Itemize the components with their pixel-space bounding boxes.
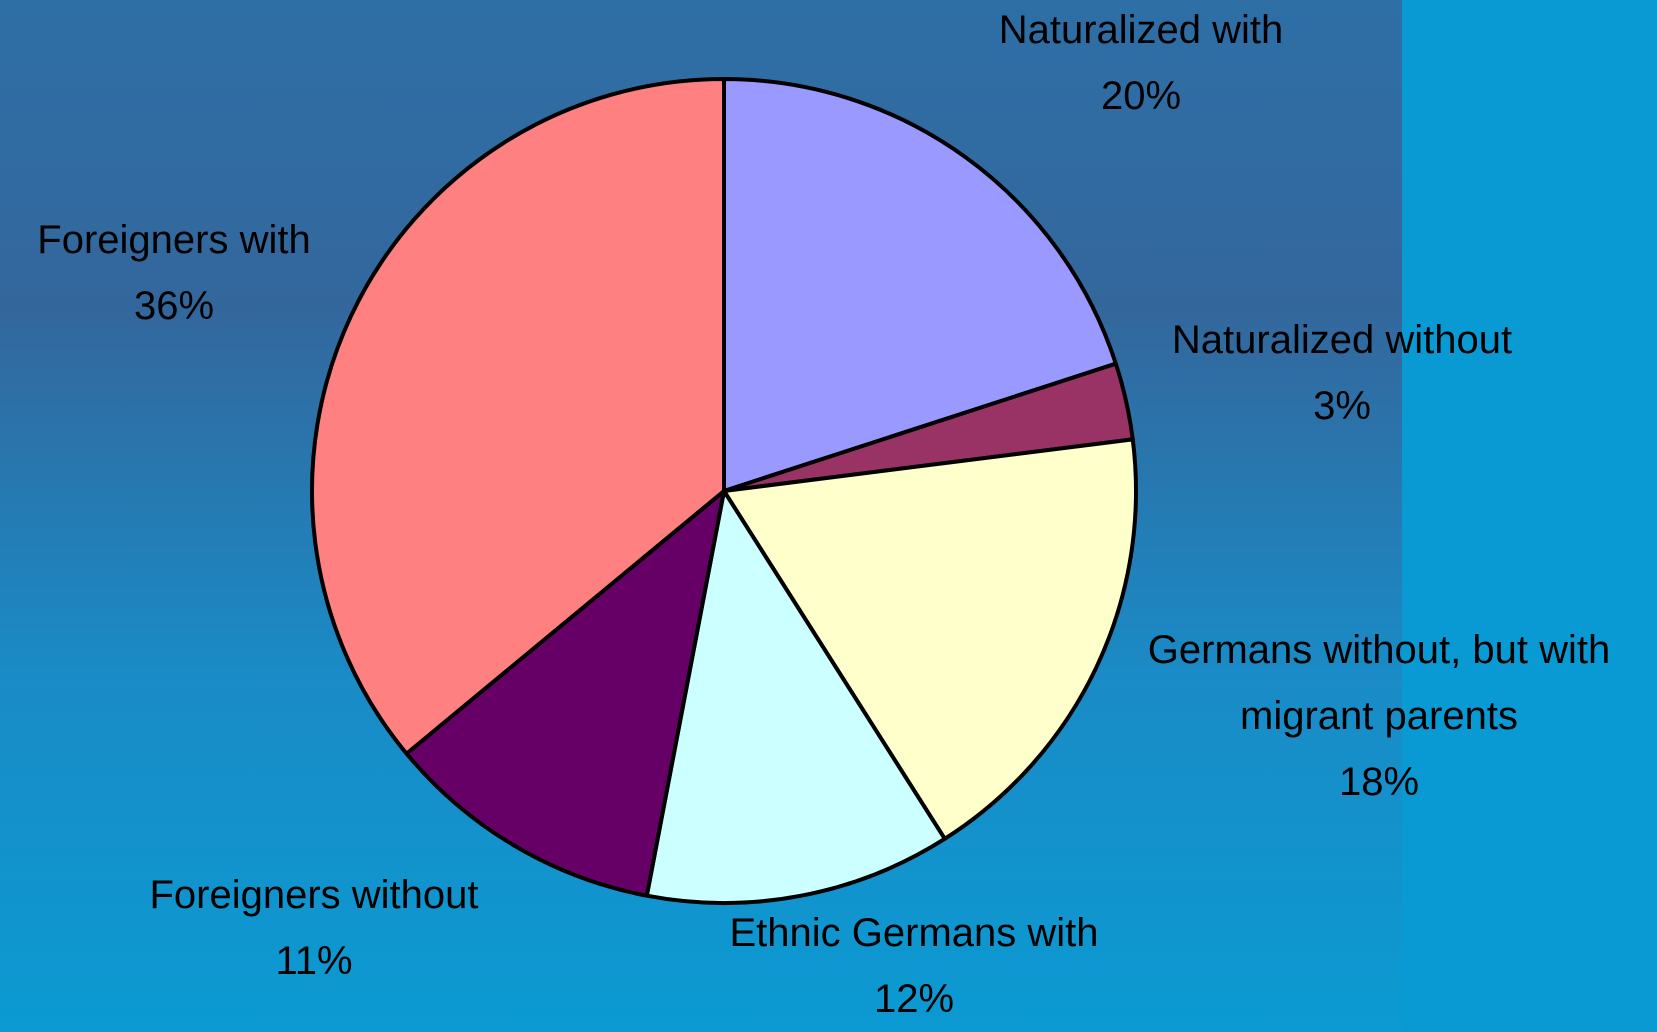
- pie-slice: [644, 489, 947, 905]
- slice-label: Naturalized with 20%: [931, 0, 1351, 129]
- value-label: 20%: [1100, 74, 1182, 118]
- category-label: Ethnic Germans with: [729, 911, 1099, 955]
- category-label: Foreigners without: [149, 873, 479, 917]
- value-label: 3%: [1313, 384, 1371, 428]
- pie-slice: [722, 437, 1138, 841]
- slice-label: Foreigners without 11%: [94, 862, 534, 994]
- category-label: Foreigners with: [37, 218, 311, 262]
- value-label: 11%: [275, 939, 353, 983]
- slice-label: Germans without, but with migrant parent…: [1099, 617, 1657, 815]
- category-label: Naturalized with: [998, 8, 1284, 52]
- pie-slice: [310, 77, 726, 756]
- pie-slice: [722, 77, 1118, 493]
- category-label: Naturalized without: [1171, 318, 1513, 362]
- value-label: 12%: [873, 977, 955, 1021]
- category-label: Germans without, but with migrant parent…: [1147, 628, 1611, 738]
- slice-label: Foreigners with 36%: [0, 207, 354, 339]
- pie-slice: [404, 489, 726, 898]
- slice-label: Ethnic Germans with 12%: [684, 900, 1144, 1032]
- value-label: 36%: [133, 284, 215, 328]
- background-panel: [1402, 0, 1657, 1032]
- slice-label: Naturalized without 3%: [1112, 307, 1572, 439]
- value-label: 18%: [1338, 760, 1420, 804]
